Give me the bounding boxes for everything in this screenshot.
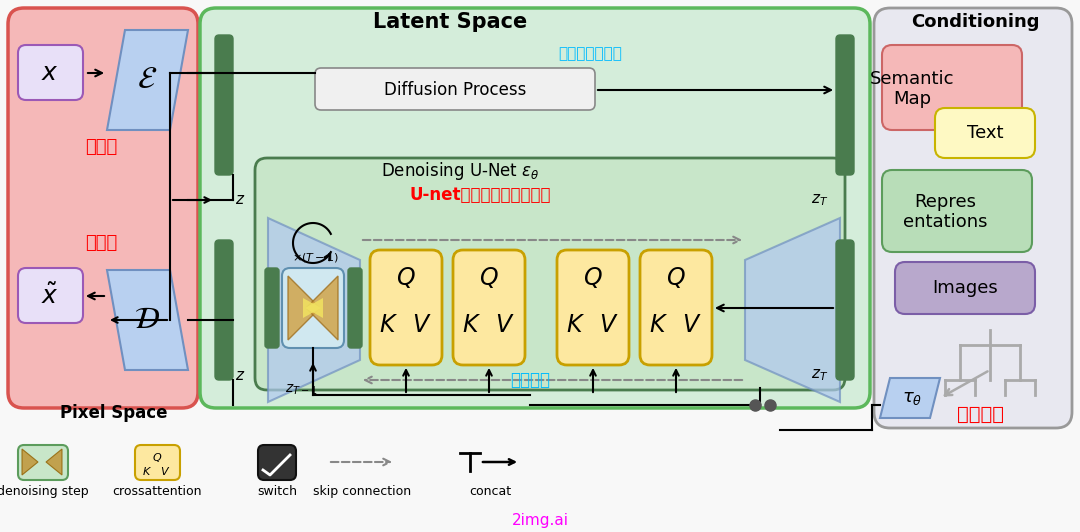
Text: $V$: $V$: [683, 313, 702, 337]
Text: $\mathcal{D}$: $\mathcal{D}$: [134, 305, 160, 335]
Text: $Q$: $Q$: [480, 264, 499, 289]
FancyBboxPatch shape: [8, 8, 198, 408]
Text: $K$: $K$: [379, 313, 399, 337]
Text: $Q$: $Q$: [666, 264, 686, 289]
FancyBboxPatch shape: [640, 250, 712, 365]
FancyBboxPatch shape: [557, 250, 629, 365]
Text: $V$: $V$: [160, 465, 171, 477]
Polygon shape: [107, 30, 188, 130]
Text: $V$: $V$: [496, 313, 515, 337]
Text: 文本信息: 文本信息: [957, 405, 1003, 424]
Text: $V$: $V$: [599, 313, 619, 337]
Text: concat: concat: [469, 485, 511, 498]
Text: $z_{T-1}$: $z_{T-1}$: [285, 383, 318, 397]
Text: $K$: $K$: [462, 313, 482, 337]
Text: $\times(T-1)$: $\times(T-1)$: [292, 252, 338, 264]
Text: $Q$: $Q$: [583, 264, 603, 289]
FancyBboxPatch shape: [836, 35, 854, 175]
Text: 前向扩散加噪声: 前向扩散加噪声: [558, 46, 622, 61]
Text: denoising step: denoising step: [0, 485, 89, 498]
Text: 2img.ai: 2img.ai: [512, 512, 568, 528]
Text: skip connection: skip connection: [313, 485, 411, 498]
FancyBboxPatch shape: [215, 240, 233, 380]
FancyBboxPatch shape: [18, 45, 83, 100]
FancyBboxPatch shape: [215, 35, 233, 175]
FancyBboxPatch shape: [874, 8, 1072, 428]
Text: $V$: $V$: [413, 313, 432, 337]
Text: Denoising U-Net $\epsilon_\theta$: Denoising U-Net $\epsilon_\theta$: [381, 160, 539, 182]
Polygon shape: [268, 218, 360, 402]
FancyBboxPatch shape: [348, 268, 362, 348]
Polygon shape: [745, 218, 840, 402]
Polygon shape: [22, 449, 38, 475]
Text: $x$: $x$: [41, 61, 58, 85]
Text: Images: Images: [932, 279, 998, 297]
Text: $z_T$: $z_T$: [811, 192, 828, 208]
Text: crossattention: crossattention: [112, 485, 202, 498]
FancyBboxPatch shape: [135, 445, 180, 480]
Text: $\tilde{x}$: $\tilde{x}$: [41, 284, 58, 309]
Polygon shape: [305, 298, 323, 318]
Text: U-net加入交叉注意力机制: U-net加入交叉注意力机制: [409, 186, 551, 204]
Text: $Q$: $Q$: [152, 451, 162, 463]
Polygon shape: [303, 298, 321, 318]
FancyBboxPatch shape: [935, 108, 1035, 158]
FancyBboxPatch shape: [836, 240, 854, 380]
Text: $z_T$: $z_T$: [811, 367, 828, 383]
FancyBboxPatch shape: [370, 250, 442, 365]
Text: $z$: $z$: [235, 368, 245, 383]
Text: $\mathcal{E}$: $\mathcal{E}$: [137, 65, 158, 95]
FancyBboxPatch shape: [18, 445, 68, 480]
FancyBboxPatch shape: [200, 8, 870, 408]
FancyBboxPatch shape: [18, 268, 83, 323]
Polygon shape: [288, 276, 320, 340]
FancyBboxPatch shape: [255, 158, 845, 390]
FancyBboxPatch shape: [258, 445, 296, 480]
Text: Text: Text: [967, 124, 1003, 142]
Text: $z$: $z$: [235, 193, 245, 207]
Text: 解码器: 解码器: [85, 234, 118, 252]
Polygon shape: [880, 378, 940, 418]
Text: $Q$: $Q$: [396, 264, 416, 289]
Text: switch: switch: [257, 485, 297, 498]
Text: Repres
entations: Repres entations: [903, 193, 987, 231]
Text: Conditioning: Conditioning: [910, 13, 1039, 31]
FancyBboxPatch shape: [265, 268, 279, 348]
Text: 编码器: 编码器: [85, 138, 118, 156]
FancyBboxPatch shape: [882, 170, 1032, 252]
Text: Pixel Space: Pixel Space: [60, 404, 167, 422]
Text: Semantic
Map: Semantic Map: [869, 70, 955, 109]
FancyBboxPatch shape: [895, 262, 1035, 314]
Polygon shape: [46, 449, 62, 475]
FancyBboxPatch shape: [315, 68, 595, 110]
Text: $K$: $K$: [649, 313, 669, 337]
Text: 去噪过程: 去噪过程: [510, 371, 550, 389]
Text: $\tau_\theta$: $\tau_\theta$: [902, 389, 922, 407]
Polygon shape: [306, 276, 338, 340]
FancyBboxPatch shape: [453, 250, 525, 365]
Text: $K$: $K$: [567, 313, 585, 337]
Text: $K$: $K$: [141, 465, 152, 477]
FancyBboxPatch shape: [882, 45, 1022, 130]
Text: Latent Space: Latent Space: [373, 12, 527, 32]
Polygon shape: [107, 270, 188, 370]
FancyBboxPatch shape: [282, 268, 345, 348]
Text: Diffusion Process: Diffusion Process: [383, 81, 526, 99]
